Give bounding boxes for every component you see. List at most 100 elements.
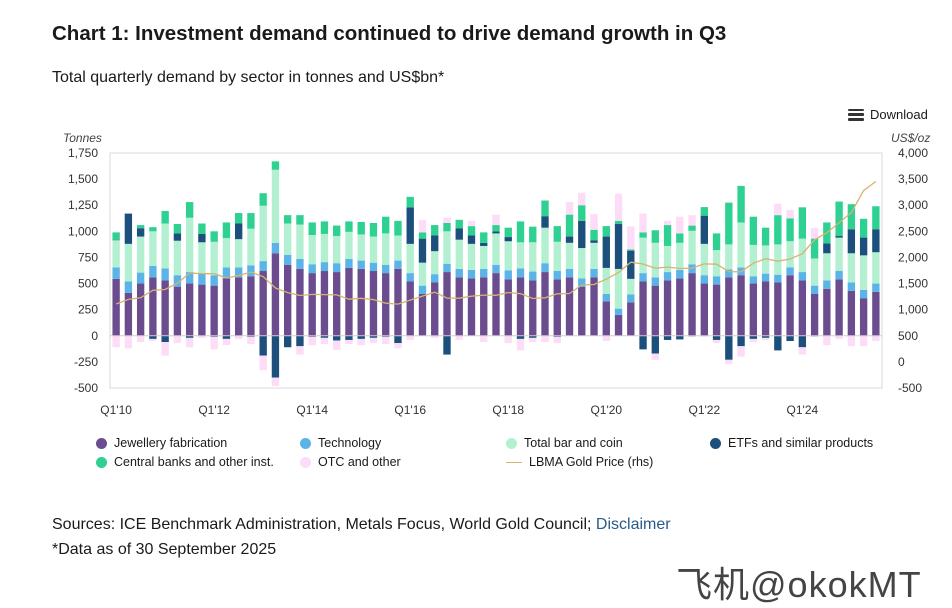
bar-total-bar-and-coin bbox=[431, 251, 439, 275]
bar-total-bar-and-coin bbox=[651, 242, 659, 278]
bar-technology bbox=[835, 271, 843, 280]
bar-technology bbox=[651, 277, 659, 286]
bar-etfs-and-similar-products bbox=[161, 335, 169, 343]
y-tick-label: 1,250 bbox=[68, 198, 98, 212]
bar-jewellery-fabrication bbox=[651, 285, 659, 336]
bar-total-bar-and-coin bbox=[614, 268, 623, 309]
bar-jewellery-fabrication bbox=[382, 273, 390, 336]
bar-otc-and-other bbox=[357, 338, 365, 346]
bar-jewellery-fabrication bbox=[136, 283, 145, 336]
bar-technology bbox=[161, 268, 169, 281]
bar-otc-and-other bbox=[418, 219, 427, 233]
legend-label-jewellery: Jewellery fabrication bbox=[114, 436, 228, 450]
legend-swatch-central-banks bbox=[96, 456, 107, 468]
bar-jewellery-fabrication bbox=[284, 264, 292, 336]
bar-central-banks-and-other-inst bbox=[308, 222, 316, 235]
bar-total-bar-and-coin bbox=[835, 237, 843, 272]
bar-otc-and-other bbox=[602, 335, 610, 341]
bar-total-bar-and-coin bbox=[222, 238, 231, 268]
bar-technology bbox=[173, 275, 182, 287]
bar-technology bbox=[149, 265, 157, 278]
bar-jewellery-fabrication bbox=[333, 272, 341, 336]
bar-otc-and-other bbox=[431, 335, 439, 338]
disclaimer-link[interactable]: Disclaimer bbox=[595, 516, 671, 533]
bar-technology bbox=[602, 294, 610, 302]
bar-jewellery-fabrication bbox=[553, 279, 561, 336]
bar-total-bar-and-coin bbox=[467, 243, 476, 270]
bar-central-banks-and-other-inst bbox=[480, 232, 488, 243]
bar-otc-and-other bbox=[872, 335, 880, 341]
y2-tick-label: 3,500 bbox=[898, 172, 928, 186]
sources-line: Sources: ICE Benchmark Administration, M… bbox=[52, 516, 671, 534]
bar-jewellery-fabrication bbox=[774, 282, 782, 336]
bar-total-bar-and-coin bbox=[136, 236, 145, 273]
y2-tick-label: 4,000 bbox=[898, 146, 928, 160]
download-label: Download bbox=[870, 107, 928, 122]
bar-total-bar-and-coin bbox=[529, 242, 537, 272]
bar-technology bbox=[761, 273, 770, 282]
bar-total-bar-and-coin bbox=[810, 258, 819, 286]
legend-item-jewellery[interactable]: Jewellery fabrication bbox=[96, 436, 227, 450]
bar-total-bar-and-coin bbox=[271, 169, 280, 243]
bar-jewellery-fabrication bbox=[529, 280, 537, 336]
bar-total-bar-and-coin bbox=[847, 253, 856, 283]
y2-tick-label: 2,000 bbox=[898, 250, 928, 264]
bar-central-banks-and-other-inst bbox=[234, 213, 243, 224]
bar-jewellery-fabrication bbox=[516, 277, 525, 336]
bar-technology bbox=[639, 273, 647, 282]
bar-jewellery-fabrication bbox=[578, 286, 586, 336]
bar-etfs-and-similar-products bbox=[578, 220, 586, 249]
bar-jewellery-fabrication bbox=[467, 278, 476, 336]
legend-item-gold-price[interactable]: LBMA Gold Price (rhs) bbox=[506, 455, 653, 469]
legend-item-technology[interactable]: Technology bbox=[300, 436, 381, 450]
download-button[interactable]: Download bbox=[848, 107, 928, 122]
bar-etfs-and-similar-products bbox=[198, 233, 206, 243]
bar-otc-and-other bbox=[651, 353, 659, 360]
bar-total-bar-and-coin bbox=[504, 241, 512, 271]
bar-jewellery-fabrication bbox=[296, 268, 304, 336]
bar-technology bbox=[847, 282, 856, 291]
bar-otc-and-other bbox=[700, 335, 708, 337]
bar-central-banks-and-other-inst bbox=[504, 227, 512, 238]
bar-otc-and-other bbox=[774, 203, 782, 216]
legend-item-central-banks[interactable]: Central banks and other inst. bbox=[96, 455, 274, 469]
bar-central-banks-and-other-inst bbox=[529, 226, 537, 243]
bar-otc-and-other bbox=[296, 346, 304, 355]
bar-central-banks-and-other-inst bbox=[578, 205, 586, 221]
bar-otc-and-other bbox=[492, 214, 500, 226]
bar-total-bar-and-coin bbox=[786, 241, 794, 268]
bar-etfs-and-similar-products bbox=[234, 223, 243, 240]
bar-otc-and-other bbox=[443, 217, 451, 223]
bar-technology bbox=[406, 273, 414, 282]
bar-total-bar-and-coin bbox=[394, 235, 402, 261]
y2-tick-label: 2,500 bbox=[898, 224, 928, 238]
bar-etfs-and-similar-products bbox=[504, 237, 512, 242]
bar-total-bar-and-coin bbox=[590, 242, 598, 269]
bar-technology bbox=[565, 268, 574, 278]
legend-item-otc[interactable]: OTC and other bbox=[300, 455, 401, 469]
bar-etfs-and-similar-products bbox=[210, 335, 218, 337]
bar-jewellery-fabrication bbox=[455, 277, 463, 336]
bar-jewellery-fabrication bbox=[602, 301, 610, 336]
bar-central-banks-and-other-inst bbox=[333, 225, 341, 237]
bar-central-banks-and-other-inst bbox=[431, 225, 439, 236]
bar-otc-and-other bbox=[847, 335, 856, 347]
bar-technology bbox=[798, 272, 807, 281]
bar-technology bbox=[222, 267, 231, 279]
bar-central-banks-and-other-inst bbox=[467, 226, 476, 236]
bar-otc-and-other bbox=[516, 338, 525, 351]
legend-item-etfs[interactable]: ETFs and similar products bbox=[710, 436, 873, 450]
bar-central-banks-and-other-inst bbox=[516, 221, 525, 243]
bar-technology bbox=[749, 276, 758, 284]
bar-jewellery-fabrication bbox=[185, 283, 194, 336]
bar-jewellery-fabrication bbox=[247, 276, 255, 336]
bar-total-bar-and-coin bbox=[872, 252, 880, 284]
bar-central-banks-and-other-inst bbox=[761, 227, 770, 246]
bar-technology bbox=[394, 260, 402, 269]
bar-total-bar-and-coin bbox=[406, 243, 414, 274]
y2-tick-label: -500 bbox=[898, 381, 922, 395]
legend-swatch-gold-price bbox=[506, 461, 522, 463]
bar-technology bbox=[492, 264, 500, 274]
legend-item-bar-coin[interactable]: Total bar and coin bbox=[506, 436, 623, 450]
bar-total-bar-and-coin bbox=[859, 255, 868, 290]
